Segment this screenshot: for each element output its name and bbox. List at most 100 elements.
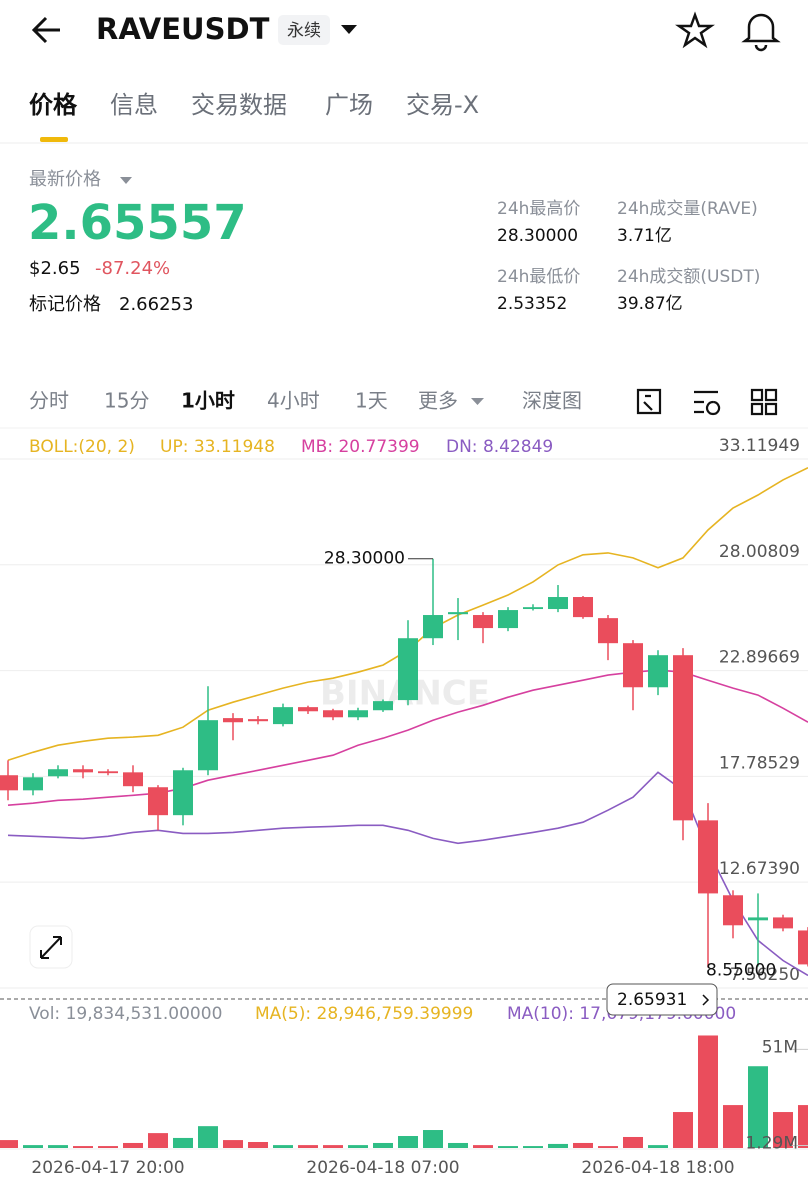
price-label: 最新价格 — [29, 169, 101, 190]
candle-body — [698, 820, 718, 894]
candle-body — [98, 771, 118, 774]
volume-bar — [98, 1146, 118, 1148]
volume-bar — [0, 1140, 18, 1148]
candle-body — [148, 787, 168, 816]
tool-icon[interactable] — [636, 388, 662, 415]
tab-indicator — [40, 137, 68, 142]
mark-price: 2.66253 — [119, 294, 193, 315]
volume-bar — [423, 1130, 443, 1148]
candle-body — [273, 707, 293, 725]
boll-up: UP: 33.11948 — [160, 437, 275, 457]
layout-icon[interactable] — [750, 388, 778, 416]
x-tick-label: 2026-04-18 07:00 — [306, 1158, 459, 1178]
interval[interactable]: 1天 — [355, 389, 388, 413]
volume-bar — [573, 1142, 593, 1148]
boll-label: BOLL:(20, 2) — [29, 437, 135, 457]
interval[interactable]: 更多 — [418, 389, 458, 413]
last-price: 2.65557 — [28, 195, 247, 251]
price-label-arrow[interactable] — [120, 177, 132, 184]
candle-body — [773, 917, 793, 929]
tab[interactable]: 交易数据 — [191, 91, 287, 119]
alert[interactable] — [741, 13, 781, 52]
volume-bar — [198, 1126, 218, 1148]
candle-body — [498, 610, 518, 629]
vol-label: Vol: 19,834,531.00000 — [29, 1004, 222, 1024]
candle-body — [198, 720, 218, 771]
volume-bar — [723, 1105, 743, 1148]
boll-dn: DN: 8.42849 — [446, 437, 553, 457]
volume-bar — [323, 1145, 343, 1148]
favorite[interactable] — [675, 11, 715, 49]
candle-body — [398, 638, 418, 701]
candle-body — [448, 612, 468, 615]
candle-body — [473, 615, 493, 629]
y-tick-label: 33.11949 — [719, 436, 800, 456]
interval[interactable]: 15分 — [104, 389, 149, 413]
dropdown[interactable] — [341, 25, 357, 34]
stat-value: 39.87亿 — [617, 294, 683, 314]
tab[interactable]: 价格 — [29, 91, 78, 119]
interval[interactable]: 1小时 — [181, 389, 235, 413]
stat-label: 24h最高价 — [497, 199, 580, 219]
boll-mb: MB: 20.77399 — [301, 437, 420, 457]
y-tick-label: 28.00809 — [719, 542, 800, 562]
candle-body — [623, 643, 643, 688]
candle-body — [673, 655, 693, 821]
last-price-arrow — [702, 994, 710, 1006]
tab[interactable]: 信息 — [110, 91, 158, 119]
candle-body — [298, 707, 318, 712]
y-tick-label: 17.78529 — [719, 753, 800, 773]
stat-label: 24h成交额(USDT) — [617, 267, 760, 287]
volume-bar — [498, 1146, 518, 1148]
last-price-box[interactable] — [606, 983, 718, 1016]
volume-bar — [773, 1112, 793, 1148]
volume-bar — [623, 1136, 643, 1148]
candle-body — [748, 917, 768, 921]
volume-bar — [73, 1146, 93, 1148]
candle-body — [323, 710, 343, 718]
volume-tick-label: 51M — [762, 1037, 798, 1057]
volume-bar — [798, 1105, 808, 1148]
candle-body — [423, 615, 443, 639]
interval[interactable]: 分时 — [29, 389, 69, 413]
y-tick-label: 22.89669 — [719, 648, 800, 668]
last-price: 2.65931 — [617, 990, 687, 1010]
volume-bar — [748, 1066, 768, 1148]
interval[interactable]: 深度图 — [522, 389, 582, 413]
candle-body — [523, 607, 543, 610]
high-label: 28.30000 — [324, 549, 405, 569]
x-tick-label: 2026-04-17 20:00 — [31, 1158, 184, 1178]
interval[interactable]: 4小时 — [267, 389, 320, 413]
candle-body — [648, 655, 668, 688]
volume-bar — [298, 1145, 318, 1148]
volume-bar — [523, 1146, 543, 1148]
more-arrow — [471, 398, 484, 405]
stat-label: 24h成交量(RAVE) — [617, 199, 758, 219]
volume-bar — [173, 1137, 193, 1148]
volume-bar — [223, 1140, 243, 1148]
settings-icon[interactable] — [694, 390, 721, 416]
volume-bar — [373, 1142, 393, 1148]
y-tick-label: 7.56250 — [730, 965, 800, 985]
back-button[interactable] — [31, 16, 60, 44]
volume-bar — [698, 1035, 718, 1148]
candle-body — [548, 597, 568, 610]
tab[interactable]: 交易-X — [406, 91, 479, 119]
volume-bar — [23, 1145, 43, 1148]
volume-bar — [248, 1142, 268, 1148]
stat-value: 2.53352 — [497, 294, 567, 314]
candle-body — [123, 772, 143, 787]
volume-bar — [673, 1112, 693, 1148]
tab[interactable]: 广场 — [325, 91, 373, 119]
volume-bar — [48, 1145, 68, 1148]
volume-bar — [398, 1136, 418, 1148]
candle-body — [73, 769, 93, 773]
candle-body — [223, 718, 243, 723]
candle-body — [573, 597, 593, 618]
candle-body — [248, 719, 268, 722]
candle-body — [798, 930, 808, 965]
volume-bar — [598, 1146, 618, 1148]
volume-bar — [123, 1142, 143, 1148]
stat-value: 3.71亿 — [617, 226, 672, 246]
